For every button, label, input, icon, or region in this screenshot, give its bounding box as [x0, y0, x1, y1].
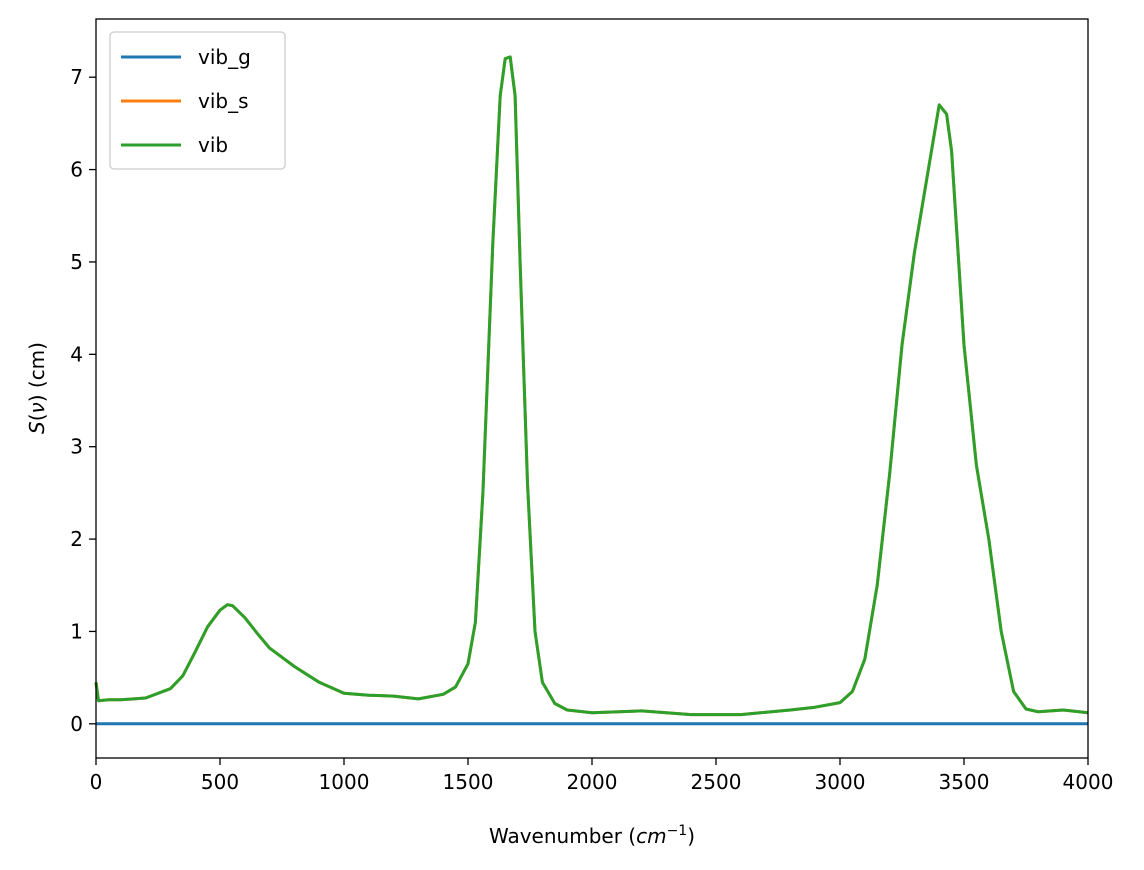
y-tick-label: 4	[70, 342, 83, 366]
x-tick-label: 500	[201, 770, 239, 794]
y-tick-label: 3	[70, 435, 83, 459]
x-axis-label-main: Wavenumber (	[489, 824, 636, 848]
legend-label-vib: vib	[198, 133, 228, 157]
y-tick-label: 2	[70, 527, 83, 551]
y-axis-ticks: 0 1 2 3 4 5 6 7	[70, 65, 96, 736]
y-tick-label: 5	[70, 250, 83, 274]
y-axis-label-open: (	[25, 413, 49, 421]
series-line-vib	[94, 55, 1089, 717]
x-tick-label: 0	[90, 770, 103, 794]
x-tick-label: 2000	[567, 770, 618, 794]
x-axis-label-var: cm	[636, 824, 666, 848]
legend-label-vib-g: vib_g	[198, 45, 251, 69]
y-axis-label: S(ν) (cm)	[25, 342, 49, 434]
y-axis-label-close: )	[25, 394, 49, 402]
x-tick-label: 1500	[443, 770, 494, 794]
x-axis-label: Wavenumber (cm−1)	[489, 823, 695, 848]
x-tick-label: 3500	[939, 770, 990, 794]
series-layer	[94, 55, 1089, 726]
x-axis-ticks: 0 500 1000 1500 2000 2500 3000 3500 4000	[90, 758, 1114, 794]
y-tick-label: 1	[70, 619, 83, 643]
y-tick-label: 7	[70, 65, 83, 89]
legend-box	[109, 31, 286, 170]
legend-label-vib-s: vib_s	[198, 89, 249, 113]
y-tick-label: 6	[70, 158, 83, 182]
x-axis-label-close: )	[687, 824, 695, 848]
y-axis-label-var: S	[25, 421, 49, 434]
x-tick-label: 3000	[815, 770, 866, 794]
y-axis-label-unit: (cm)	[25, 342, 49, 394]
x-tick-label: 1000	[319, 770, 370, 794]
y-tick-label: 0	[70, 712, 83, 736]
x-axis-label-sup: −1	[667, 823, 688, 839]
x-tick-label: 4000	[1063, 770, 1114, 794]
x-tick-label: 2500	[691, 770, 742, 794]
y-axis-label-nu: ν	[25, 402, 49, 413]
